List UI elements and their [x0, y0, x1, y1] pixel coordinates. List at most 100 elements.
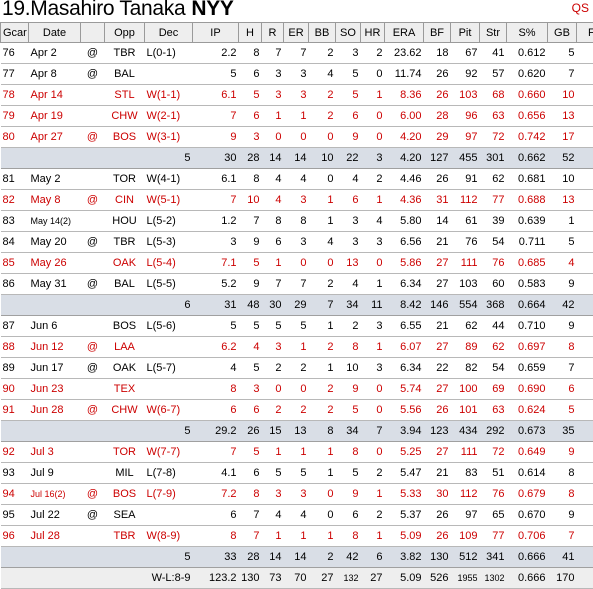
- cell-hr: 4: [361, 211, 385, 232]
- cell-r: 3: [262, 64, 284, 85]
- cell-str: 77: [480, 190, 507, 211]
- cell-so: 132: [336, 568, 361, 589]
- cell-ip: 29.2: [193, 421, 239, 442]
- column-header: S%: [507, 23, 548, 43]
- cell-bf: 22: [424, 358, 451, 379]
- cell-date: Jul 28: [29, 526, 81, 547]
- cell-era: 3.82: [385, 547, 424, 568]
- cell-str: 65: [480, 505, 507, 526]
- cell-ip: 4.1: [193, 463, 239, 484]
- cell-fb: 9: [577, 127, 593, 148]
- cell-ip: 9: [193, 127, 239, 148]
- cell-era: 6.07: [385, 337, 424, 358]
- cell-hr: 0: [361, 127, 385, 148]
- cell-ip: 7.2: [193, 484, 239, 505]
- cell-gcar: 86: [1, 274, 29, 295]
- cell-spct: 0.742: [507, 127, 548, 148]
- cell-spct: 0.664: [507, 295, 548, 316]
- cell-spct: 0.612: [507, 43, 548, 64]
- column-header: ER: [284, 23, 309, 43]
- cell-gcar: 87: [1, 316, 29, 337]
- cell-str: 1302: [480, 568, 507, 589]
- cell-er: 14: [284, 148, 309, 169]
- cell-er: 0: [284, 379, 309, 400]
- cell-pit: 112: [451, 190, 480, 211]
- cell-pit: 91: [451, 169, 480, 190]
- cell-era: 4.46: [385, 169, 424, 190]
- cell-h: 8: [239, 43, 262, 64]
- cell-hr: 0: [361, 253, 385, 274]
- cell-bf: 21: [424, 232, 451, 253]
- cell-spct: 0.697: [507, 337, 548, 358]
- cell-gb: 8: [548, 463, 577, 484]
- cell-so: 9: [336, 127, 361, 148]
- cell-gb: 9: [548, 442, 577, 463]
- cell-date: Jul 22: [29, 505, 81, 526]
- cell-opp: CIN: [105, 190, 145, 211]
- player-name: 19.Masahiro Tanaka: [2, 0, 185, 20]
- cell-away: [81, 547, 105, 568]
- cell-hr: 3: [361, 358, 385, 379]
- cell-spct: 0.710: [507, 316, 548, 337]
- cell-dec: [145, 505, 193, 526]
- cell-so: 3: [336, 211, 361, 232]
- cell-pit: 76: [451, 232, 480, 253]
- cell-str: 63: [480, 400, 507, 421]
- cell-gcar: 88: [1, 337, 29, 358]
- cell-r: 0: [262, 379, 284, 400]
- cell-gb: 5: [548, 400, 577, 421]
- cell-str: 54: [480, 358, 507, 379]
- column-header: HR: [361, 23, 385, 43]
- cell-bf: 127: [424, 148, 451, 169]
- cell-spct: 0.690: [507, 379, 548, 400]
- cell-h: 130: [239, 568, 262, 589]
- cell-era: 23.62: [385, 43, 424, 64]
- cell-opp: OAK: [105, 253, 145, 274]
- column-header: Opp: [105, 23, 145, 43]
- cell-gcar: [1, 421, 29, 442]
- cell-gcar: [1, 148, 29, 169]
- cell-fb: 4: [577, 484, 593, 505]
- cell-er: 7: [284, 43, 309, 64]
- cell-fb: 41: [577, 148, 593, 169]
- cell-bb: 2: [309, 274, 336, 295]
- cell-bb: 1: [309, 442, 336, 463]
- cell-bf: 14: [424, 211, 451, 232]
- cell-bb: 7: [309, 295, 336, 316]
- cell-opp: [105, 148, 145, 169]
- cell-opp: [105, 568, 145, 589]
- cell-away: @: [81, 505, 105, 526]
- cell-spct: 0.711: [507, 232, 548, 253]
- cell-ip: 6.2: [193, 337, 239, 358]
- cell-so: 9: [336, 379, 361, 400]
- cell-dec: 5: [145, 148, 193, 169]
- cell-gb: 170: [548, 568, 577, 589]
- cell-bf: 26: [424, 85, 451, 106]
- cell-away: [81, 106, 105, 127]
- cell-er: 1: [284, 106, 309, 127]
- cell-hr: 1: [361, 484, 385, 505]
- cell-bf: 28: [424, 106, 451, 127]
- cell-dec: L(5-4): [145, 253, 193, 274]
- cell-opp: TBR: [105, 43, 145, 64]
- cell-bb: 2: [309, 379, 336, 400]
- cell-h: 5: [239, 358, 262, 379]
- cell-pit: 61: [451, 211, 480, 232]
- cell-ip: 8: [193, 526, 239, 547]
- cell-gcar: 76: [1, 43, 29, 64]
- cell-str: 72: [480, 127, 507, 148]
- cell-h: 8: [239, 484, 262, 505]
- cell-opp: TBR: [105, 526, 145, 547]
- cell-ip: 5: [193, 64, 239, 85]
- cell-so: 34: [336, 295, 361, 316]
- cell-date: May 20: [29, 232, 81, 253]
- column-header: SO: [336, 23, 361, 43]
- cell-ip: 2.2: [193, 43, 239, 64]
- cell-h: 7: [239, 211, 262, 232]
- cell-away: [81, 85, 105, 106]
